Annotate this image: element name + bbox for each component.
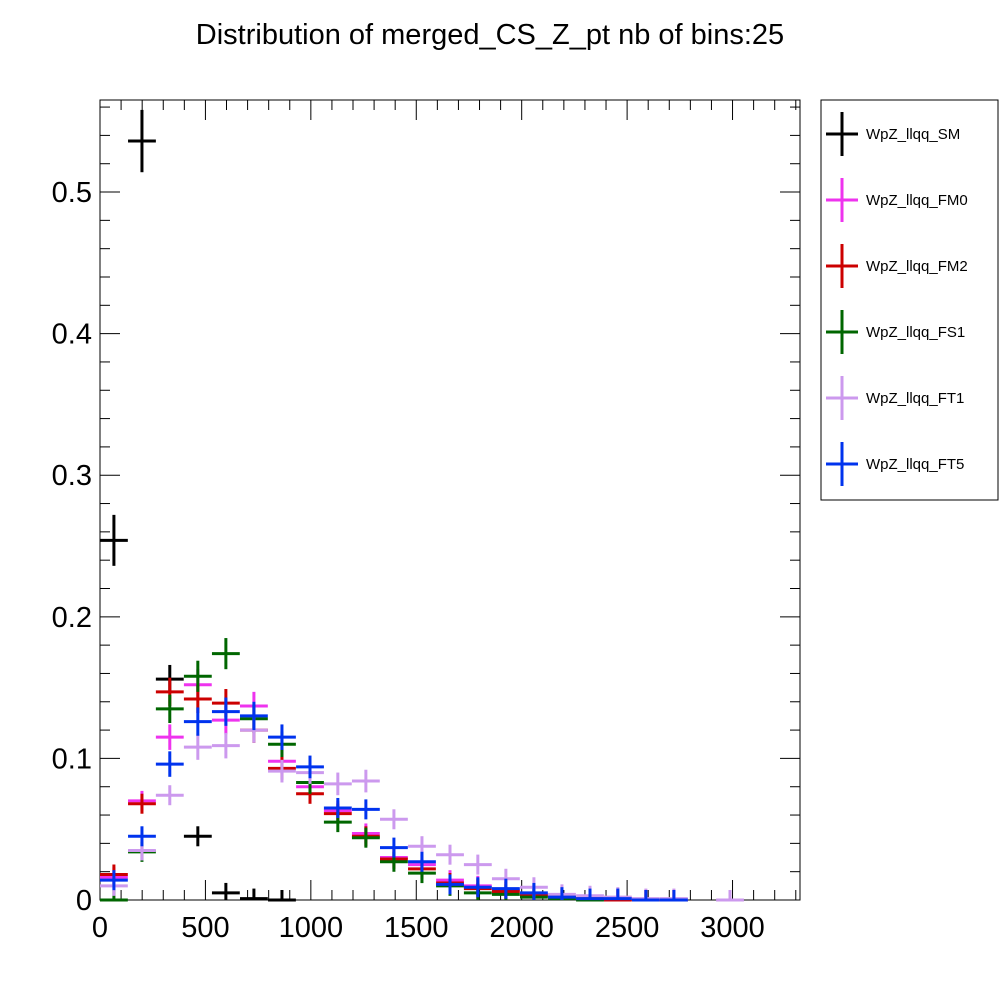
series-layer [100, 109, 744, 902]
legend-label: WpZ_llqq_FM0 [866, 192, 968, 209]
y-tick-label: 0.4 [52, 319, 92, 351]
y-tick-label: 0 [76, 885, 92, 917]
axes: 0 500 1000 1500 2000 2500 3000 0 0.1 0.2 0.3 0.4 0.5 [52, 100, 800, 944]
legend-label: WpZ_llqq_FS1 [866, 324, 965, 341]
legend-label: WpZ_llqq_FT1 [866, 390, 964, 407]
legend-item-0: WpZ_llqq_SM [826, 112, 960, 156]
x-tick-label: 2500 [595, 912, 660, 944]
legend-item-5: WpZ_llqq_FT5 [826, 442, 964, 486]
x-tick-label: 3000 [700, 912, 765, 944]
series-3 [100, 638, 604, 902]
series-5 [100, 697, 688, 902]
plot-frame [99, 99, 801, 901]
y-tick-label: 0.3 [52, 460, 92, 492]
legend-item-2: WpZ_llqq_FM2 [826, 244, 968, 288]
legend-label: WpZ_llqq_FT5 [866, 456, 964, 473]
x-tick-label: 1500 [384, 912, 449, 944]
chart-title: Distribution of merged_CS_Z_pt nb of bin… [196, 19, 784, 51]
y-tick-label: 0.2 [52, 602, 92, 634]
legend-label: WpZ_llqq_FM2 [866, 258, 968, 275]
legend-item-4: WpZ_llqq_FT1 [826, 376, 964, 420]
x-tick-label: 0 [92, 912, 108, 944]
series-0 [100, 109, 296, 902]
x-tick-label: 1000 [279, 912, 344, 944]
legend-box [820, 99, 999, 501]
legend-item-1: WpZ_llqq_FM0 [826, 178, 968, 222]
y-tick-label: 0.5 [52, 177, 92, 209]
legend: WpZ_llqq_SM WpZ_llqq_FM0 WpZ_llqq_FM2 WpZ_l… [826, 112, 968, 486]
legend-item-3: WpZ_llqq_FS1 [826, 310, 965, 354]
y-tick-label: 0.1 [52, 743, 92, 775]
legend-label: WpZ_llqq_SM [866, 126, 960, 143]
x-tick-label: 2000 [489, 912, 554, 944]
x-tick-label: 500 [181, 912, 229, 944]
